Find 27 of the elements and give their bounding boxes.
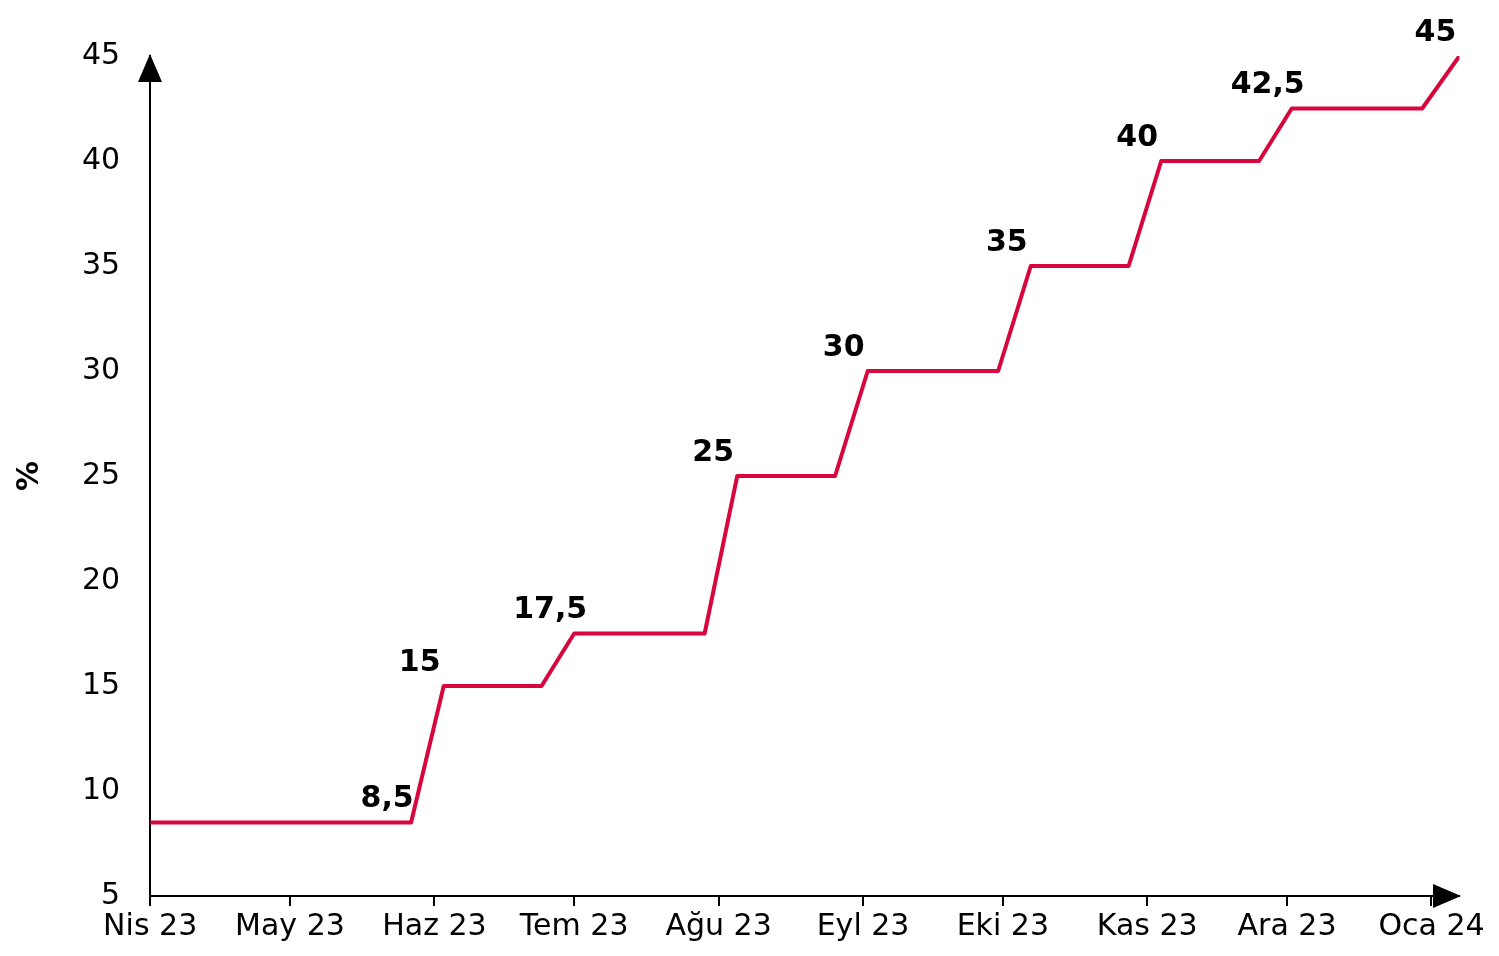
- data-label: 45: [1414, 12, 1457, 48]
- data-label: 40: [1116, 117, 1159, 153]
- y-tick-label: 25: [81, 455, 121, 491]
- x-tick-label: Tem 23: [518, 906, 629, 942]
- data-label: 25: [692, 432, 735, 468]
- x-tick-label: Kas 23: [1096, 906, 1198, 942]
- y-tick-label: 20: [81, 560, 121, 596]
- y-tick-label: 35: [81, 245, 121, 281]
- x-tick-label: May 23: [235, 906, 345, 942]
- x-tick-label: Oca 24: [1378, 906, 1485, 942]
- x-tick-label: Eki 23: [956, 906, 1050, 942]
- y-tick-label: 15: [81, 665, 121, 701]
- y-tick-label: 10: [81, 770, 121, 806]
- data-label: 42,5: [1230, 65, 1305, 101]
- y-tick-label: 30: [81, 350, 121, 386]
- data-label: 8,5: [360, 779, 414, 815]
- x-tick-label: Ara 23: [1237, 906, 1337, 942]
- x-tick-label: Ağu 23: [665, 906, 772, 942]
- y-tick-label: 45: [81, 35, 121, 71]
- x-tick-label: Eyl 23: [816, 906, 910, 942]
- data-label: 35: [985, 222, 1028, 258]
- data-label: 15: [398, 642, 441, 678]
- data-label: 17,5: [513, 590, 588, 626]
- y-tick-label: 40: [81, 140, 121, 176]
- data-label: 30: [822, 327, 865, 363]
- y-axis-title: %: [9, 460, 45, 492]
- x-tick-label: Haz 23: [382, 906, 487, 942]
